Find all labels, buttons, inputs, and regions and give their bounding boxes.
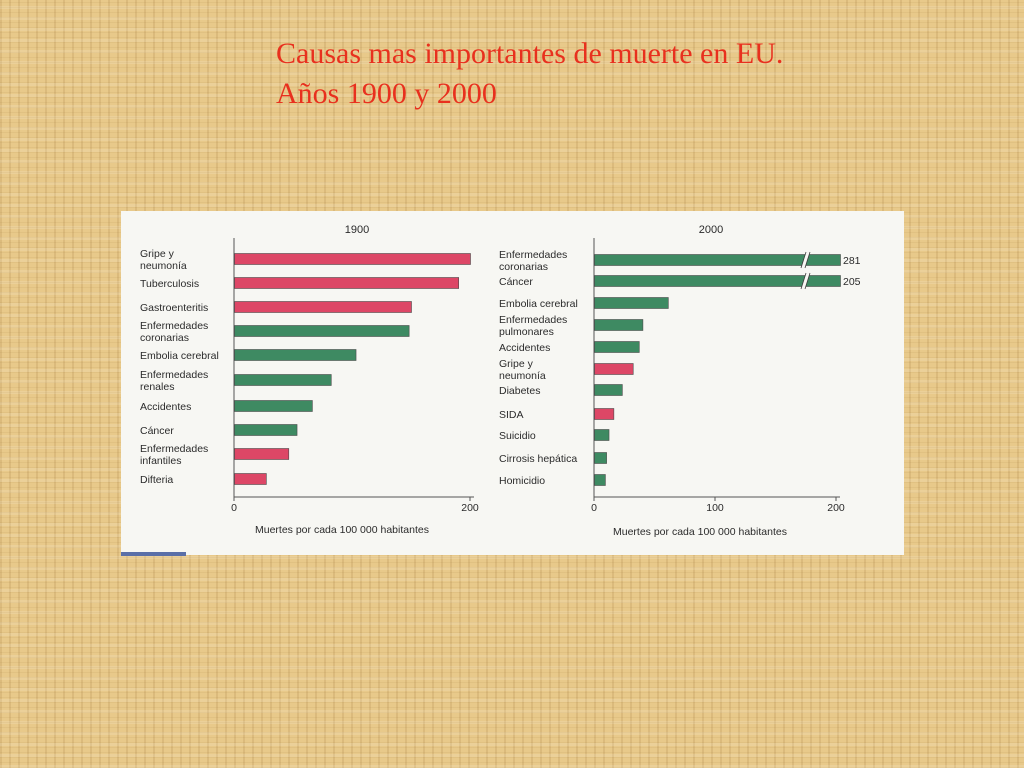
panel-1900-category-label: renales (140, 381, 174, 393)
panel-2000-category-label: Cirrosis hepática (499, 453, 577, 465)
panel-1900-category-label: Tuberculosis (140, 278, 199, 290)
panel-1900-title: 1900 (345, 224, 369, 236)
panel-2000-category-label: Homicidio (499, 475, 545, 487)
panel-2000-category-label: Accidentes (499, 342, 550, 354)
chart-figure: 1900 0 200 Muertes por cada 100 000 habitan… (121, 211, 904, 556)
panel-1900-category-label: coronarias (140, 332, 189, 344)
panel-2000-axis-break-mark (800, 251, 807, 269)
panel-1900-category-label: infantiles (140, 455, 181, 467)
panel-2000-axis-break-mark (804, 251, 811, 269)
panel-1900-tick-label: 200 (461, 502, 479, 514)
panel-2000-category-label: Enfermedades (499, 314, 567, 326)
panel-2000-axis-break-mark (800, 272, 807, 290)
causes-of-death-chart: 1900 0 200 Muertes por cada 100 000 habitan… (140, 224, 861, 538)
panel-2000-bar (594, 363, 634, 375)
panel-2000-bar (594, 254, 841, 266)
panel-1900-category-label: Accidentes (140, 401, 191, 413)
panel-2000-category-label: Gripe y (499, 358, 534, 370)
panel-1900-category-label: Enfermedades (140, 320, 208, 332)
slide-title-line-1: Causas mas importantes de muerte en EU. (276, 37, 784, 70)
panel-2000-category-label: SIDA (499, 409, 524, 421)
panel-1900-bar (234, 424, 298, 436)
slide-title: Causas mas importantes de muerte en EU. … (276, 34, 783, 114)
panel-2000-axis-break-gap (801, 273, 810, 289)
panel-1900-category-label: Gastroenteritis (140, 302, 208, 314)
panel-1900-bar (234, 374, 332, 386)
panel-1900-category-label: Embolia cerebral (140, 350, 219, 362)
panel-2000-bar (594, 474, 606, 486)
figure-edge-stripe (121, 552, 186, 556)
panel-1900-bar (234, 473, 267, 485)
panel-1900-bar (234, 448, 290, 460)
panel-2000-x-axis-label: Muertes por cada 100 000 habitantes (613, 526, 787, 538)
panel-2000-bar (594, 319, 644, 331)
panel-1900-bar (234, 349, 357, 361)
panel-1900-bar (234, 325, 410, 337)
panel-2000-bar (594, 297, 669, 309)
panel-2000-data-label: 281 (843, 255, 861, 267)
panel-1900-category-label: Cáncer (140, 425, 174, 437)
panel-1900-x-axis-label: Muertes por cada 100 000 habitantes (255, 524, 429, 536)
panel-2000-bar (594, 429, 610, 441)
panel-2000-category-label: Enfermedades (499, 249, 567, 261)
panel-2000-bar (594, 275, 841, 287)
panel-1900-category-label: Enfermedades (140, 369, 208, 381)
slide-title-line-2: Años 1900 y 2000 (276, 77, 497, 110)
panel-2000-data-label: 205 (843, 276, 861, 288)
panel-1900-bar (234, 301, 412, 313)
panel-2000-title: 2000 (699, 224, 723, 236)
panel-2000-bar (594, 408, 615, 420)
panel-2000-category-label: Diabetes (499, 385, 540, 397)
panel-2000-category-label: Embolia cerebral (499, 298, 578, 310)
panel-2000-tick-label: 200 (827, 502, 845, 514)
panel-2000-category-label: coronarias (499, 261, 548, 273)
panel-1900-category-label: Gripe y (140, 248, 175, 260)
panel-2000-axis-break-mark (804, 272, 811, 290)
panel-2000-axis-break-gap (801, 252, 810, 268)
panel-2000-bar (594, 384, 623, 396)
panel-1900-bar (234, 253, 471, 265)
panel-2000-tick-label: 0 (591, 502, 597, 514)
panel-2000-bar (594, 452, 607, 464)
panel-2000-category-label: Suicidio (499, 430, 536, 442)
panel-2000-bar (594, 341, 640, 353)
panel-1900-bar (234, 277, 459, 289)
panel-1900-category-label: Enfermedades (140, 443, 208, 455)
panel-2000-tick-label: 100 (706, 502, 724, 514)
panel-1900-category-label: Difteria (140, 474, 173, 486)
panel-1900-tick-label: 0 (231, 502, 237, 514)
panel-2000-category-label: neumonía (499, 370, 546, 382)
panel-1900-category-label: neumonía (140, 260, 187, 272)
panel-1900-bar (234, 400, 313, 412)
panel-2000-category-label: Cáncer (499, 276, 533, 288)
panel-2000-category-label: pulmonares (499, 326, 554, 338)
